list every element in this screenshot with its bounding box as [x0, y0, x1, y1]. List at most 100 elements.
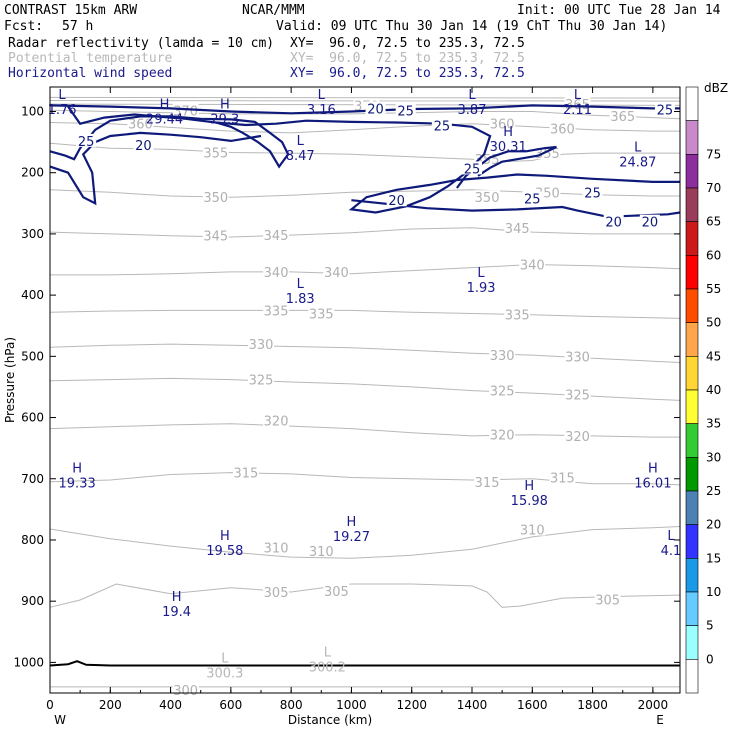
theta-label-bg: [474, 190, 501, 204]
extremum-L: L: [297, 277, 305, 292]
extremum-H: H: [220, 97, 230, 112]
colorbar-level: 15: [706, 551, 721, 565]
wind-label-bg: [582, 185, 603, 199]
x-tick-label: 2000: [638, 698, 669, 712]
forecast-label: Fcst:: [4, 19, 44, 34]
model-title: CONTRAST 15km ARW: [4, 3, 138, 18]
theta-label: 315: [475, 476, 500, 491]
extremum-value: 2.11: [563, 103, 592, 118]
colorbar-level: 20: [706, 518, 721, 532]
theta-label-bg: [564, 428, 591, 442]
wind-label: 20: [642, 216, 659, 231]
wind-label-bg: [395, 103, 416, 117]
colorbar-level: 35: [706, 417, 721, 431]
colorbar-swatch: [685, 659, 699, 694]
colorbar-level: 10: [706, 585, 721, 599]
colorbar-swatch: [685, 558, 699, 593]
theta-label: 335: [505, 309, 530, 324]
theta-label: 325: [249, 374, 274, 389]
extremum-H: H: [524, 479, 534, 494]
wind-label: 25: [584, 186, 601, 201]
colorbar-swatch: [685, 187, 699, 222]
extremum-value: 16.01: [634, 477, 671, 492]
theta-label-bg: [609, 108, 636, 122]
plot-frame: [49, 86, 681, 694]
theta-contour-360: [49, 122, 680, 134]
x-tick-label: 400: [159, 698, 182, 712]
extremum-value: 4.1: [661, 544, 682, 559]
theta-label: 310: [264, 541, 289, 556]
field-reflectivity-name: Radar reflectivity (lamda = 10 cm): [8, 36, 275, 51]
wind-label-bg: [431, 118, 452, 132]
theta-label-bg: [489, 383, 516, 397]
x-tick-label: 1600: [517, 698, 548, 712]
theta-label: 340: [324, 266, 349, 281]
theta-label: 300: [173, 684, 198, 699]
colorbar-unit: dBZ: [704, 81, 728, 95]
extremum-value: 19.58: [206, 544, 243, 559]
colorbar-swatch: [685, 457, 699, 492]
theta-label-bg: [489, 116, 516, 130]
center-label: NCAR/MMM: [242, 3, 305, 18]
y-tick-label: 200: [21, 166, 44, 180]
theta-label: 305: [264, 586, 289, 601]
theta-label-bg: [202, 228, 229, 242]
theta-label: 315: [234, 467, 259, 482]
extremum-value: 1.83: [286, 292, 315, 307]
theta-label: 345: [505, 222, 530, 237]
theta-label: 340: [264, 266, 289, 281]
theta-label-bg: [263, 413, 290, 427]
colorbar-swatch: [685, 356, 699, 391]
theta-label-bg: [263, 540, 290, 554]
theta-label-bg: [263, 303, 290, 317]
wind-label-bg: [76, 133, 97, 147]
wind-label: 20: [135, 139, 152, 154]
extremum-H: H: [72, 462, 82, 477]
theta-label: 350: [203, 191, 228, 206]
extremum-L: L: [297, 134, 305, 149]
colorbar-swatch: [685, 120, 699, 155]
field-reflectivity-xy: XY= 96.0, 72.5 to 235.3, 72.5: [290, 36, 525, 51]
colorbar-swatch: [685, 154, 699, 189]
theta-label: 310: [520, 524, 545, 539]
theta-label: 355: [203, 146, 228, 161]
extremum-value: 1.76: [48, 103, 77, 118]
x-tick-label: 0: [46, 698, 54, 712]
y-tick-label: 1000: [13, 655, 44, 669]
theta-label-bg: [127, 116, 154, 130]
extremum-H: H: [160, 97, 170, 112]
theta-contour-340: [50, 263, 681, 276]
wind-label-bg: [133, 138, 154, 152]
theta-label-bg: [519, 522, 546, 536]
theta-label: 320: [565, 430, 590, 445]
y-tick-label: 500: [21, 349, 44, 363]
theta-label-bg: [564, 387, 591, 401]
valid-time: Valid: 09 UTC Thu 30 Jan 14 (19 ChT Thu …: [276, 19, 668, 34]
theta-label-bg: [263, 264, 290, 278]
extremum-value: 8.47: [286, 149, 315, 164]
theta-contour-355: [49, 142, 680, 163]
forecast-hour: 57 h: [62, 19, 94, 34]
extremum-L: L: [318, 88, 326, 103]
wind-label: 20: [388, 194, 405, 209]
x-tick-label: 800: [280, 698, 303, 712]
theta-label-bg: [594, 592, 621, 606]
extremum-H: H: [172, 590, 182, 605]
extremum-L: L: [468, 88, 476, 103]
extremum-value: 24.87: [619, 155, 656, 170]
colorbar-swatch: [685, 423, 699, 458]
theta-label: 335: [309, 307, 334, 322]
wind-label-bg: [603, 214, 624, 228]
x-tick-label: 200: [99, 698, 122, 712]
surface-pressure-line: [49, 660, 680, 667]
colorbar-level: 45: [706, 349, 721, 363]
theta-contour-335: [49, 309, 681, 319]
theta-label-bg: [232, 465, 259, 479]
colorbar-level: 0: [706, 652, 714, 666]
theta-label: 325: [565, 388, 590, 403]
theta-label: 315: [550, 472, 575, 487]
extremum-L: L: [667, 529, 675, 544]
extremum-value: 300.3: [206, 666, 243, 681]
colorbar-swatch: [685, 625, 699, 660]
colorbar-level: 25: [706, 484, 721, 498]
